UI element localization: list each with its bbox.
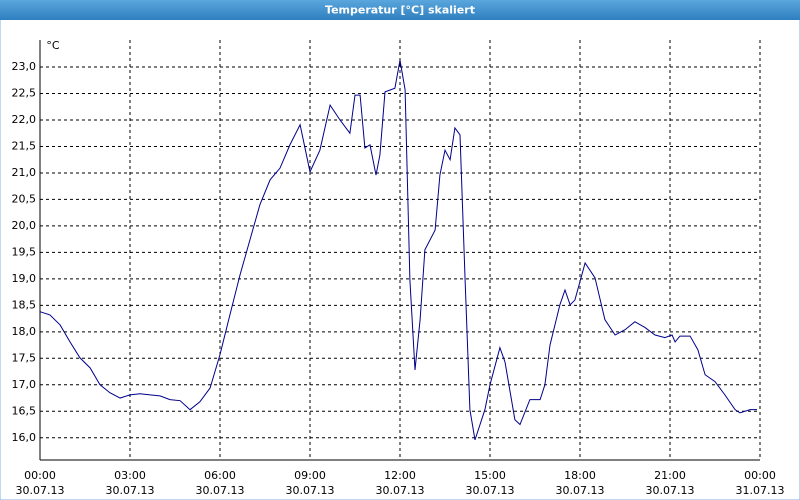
x-tick-label: 15:00	[474, 469, 506, 482]
x-tick-label: 30.07.13	[286, 484, 335, 497]
x-tick-label: 30.07.13	[466, 484, 515, 497]
y-tick-label: 18,5	[12, 298, 37, 311]
y-tick-label: 21,5	[12, 139, 37, 152]
x-tick-label: 21:00	[654, 469, 686, 482]
x-tick-label: 09:00	[294, 469, 326, 482]
y-tick-label: 18,0	[12, 325, 37, 338]
x-tick-label: 12:00	[384, 469, 416, 482]
y-tick-label: 16,0	[12, 431, 37, 444]
x-tick-label: 06:00	[204, 469, 236, 482]
x-tick-label: 00:00	[744, 469, 776, 482]
y-tick-label: 22,0	[12, 113, 37, 126]
x-tick-label: 30.07.13	[196, 484, 245, 497]
y-tick-label: 16,5	[12, 404, 37, 417]
x-tick-label: 03:00	[114, 469, 146, 482]
y-tick-label: 21,0	[12, 166, 37, 179]
y-tick-label: 20,0	[12, 219, 37, 232]
x-tick-label: 31.07.13	[736, 484, 785, 497]
y-tick-label: 17,0	[12, 378, 37, 391]
temperature-line	[39, 60, 757, 441]
chart-title: Temperatur [°C] skaliert	[325, 4, 475, 17]
x-tick-label: 30.07.13	[376, 484, 425, 497]
x-tick-label: 30.07.13	[556, 484, 605, 497]
y-tick-label: 22,5	[12, 86, 37, 99]
title-bar	[0, 0, 800, 20]
y-tick-label: 19,5	[12, 245, 37, 258]
y-tick-label: 19,0	[12, 272, 37, 285]
y-tick-label: 23,0	[12, 60, 37, 73]
y-unit: °C	[46, 39, 60, 52]
x-tick-label: 00:00	[24, 469, 56, 482]
x-tick-label: 30.07.13	[106, 484, 155, 497]
y-tick-label: 20,5	[12, 192, 37, 205]
y-tick-label: 17,5	[12, 351, 37, 364]
x-tick-label: 18:00	[564, 469, 596, 482]
x-tick-label: 30.07.13	[16, 484, 65, 497]
x-tick-label: 30.07.13	[646, 484, 695, 497]
